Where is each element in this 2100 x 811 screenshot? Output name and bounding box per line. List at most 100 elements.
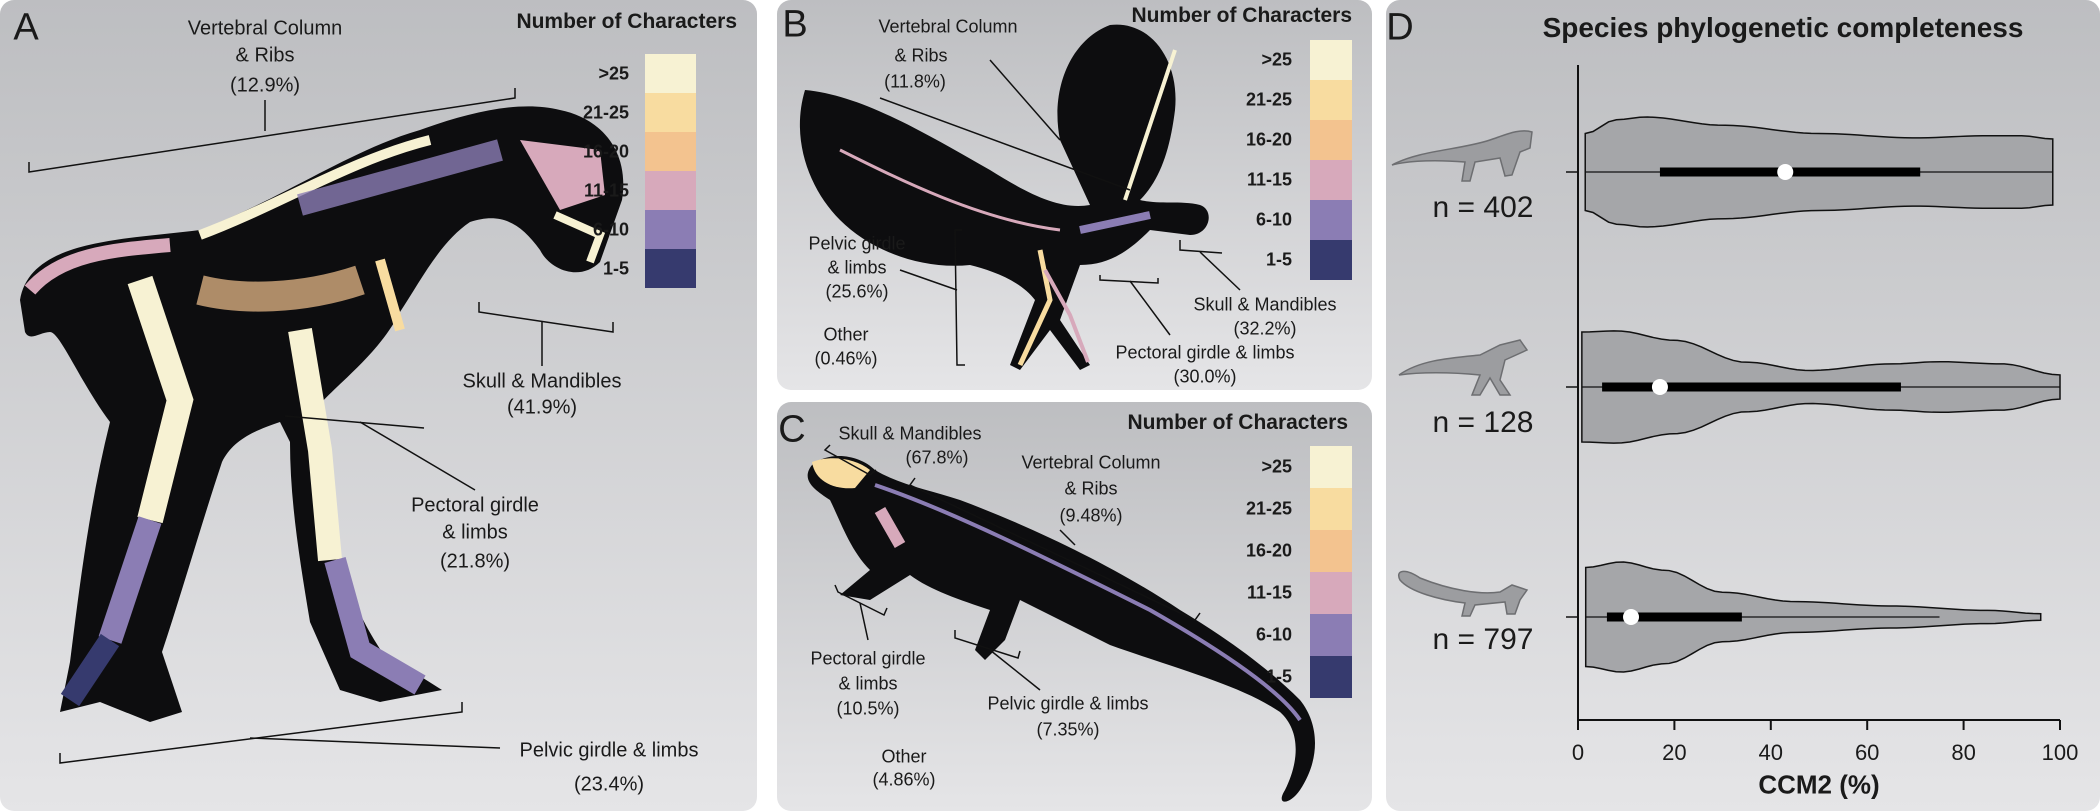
legend-swatch <box>645 132 696 171</box>
violin-chart <box>1566 65 2061 730</box>
legend-label: 21-25 <box>582 102 629 122</box>
panel-letter-c: C <box>778 408 806 451</box>
label-vertebral: & Ribs <box>1064 478 1118 499</box>
legend-swatch <box>1310 446 1352 488</box>
lizard-skeleton-illustration <box>807 455 1315 802</box>
legend-swatch <box>645 171 696 210</box>
legend-label: >25 <box>1261 456 1292 477</box>
legend-label: >25 <box>598 63 629 83</box>
legend-label: 21-25 <box>1245 89 1292 110</box>
x-axis-label: CCM2 (%) <box>1758 769 1880 800</box>
bird-skeleton-illustration <box>799 24 1209 371</box>
label-vertebral-pct: (11.8%) <box>884 71 946 92</box>
species-silhouettes <box>1391 130 1533 617</box>
label-skull: Skull & Mandibles <box>462 370 622 393</box>
legend-label: 21-25 <box>1245 498 1292 519</box>
legend-label: 16-20 <box>582 141 629 161</box>
label-pelvic: Pelvic girdle <box>808 233 906 254</box>
label-pectoral-pct: (10.5%) <box>836 698 900 719</box>
label-pectoral: Pectoral girdle <box>810 648 926 669</box>
label-other-pct: (0.46%) <box>814 348 878 369</box>
legend-label: 1-5 <box>1265 249 1292 270</box>
legend-swatch <box>1310 614 1352 656</box>
median-point <box>1777 164 1794 180</box>
label-vertebral-pct: (12.9%) <box>229 74 301 97</box>
legend-label: 1-5 <box>602 258 629 278</box>
trex-skeleton-illustration <box>20 106 624 722</box>
theropod-silhouette-icon <box>1391 130 1533 182</box>
legend-label: 6-10 <box>1255 209 1292 230</box>
label-pectoral: & limbs <box>442 521 508 544</box>
panel-b-leader-lines <box>879 59 1241 366</box>
legend-swatch <box>1310 572 1352 614</box>
x-tick-label: 0 <box>1571 740 1585 765</box>
label-pectoral-pct: (21.8%) <box>439 550 511 573</box>
n-label: n = 402 <box>1432 191 1534 224</box>
x-tick-label: 20 <box>1662 740 1687 765</box>
panel-c-leader-lines <box>823 444 1201 691</box>
x-tick-label: 80 <box>1951 740 1976 765</box>
dromaeosaur-silhouette-icon <box>1398 339 1529 396</box>
panel-letter-d: D <box>1386 6 1414 49</box>
legend-swatch <box>1310 488 1352 530</box>
legend-label: 11-15 <box>1246 169 1292 190</box>
label-pectoral-pct: (30.0%) <box>1173 366 1237 387</box>
label-vertebral: Vertebral Column <box>1021 452 1161 473</box>
label-other: Other <box>881 746 927 767</box>
label-pectoral: Pectoral girdle & limbs <box>1115 342 1295 363</box>
legend-label: >25 <box>1261 49 1292 70</box>
legend-swatch <box>1310 40 1352 80</box>
legend-label: 11-15 <box>1246 582 1292 603</box>
legend-swatch <box>645 93 696 132</box>
median-point <box>1651 379 1668 395</box>
label-pelvic-pct: (25.6%) <box>825 281 889 302</box>
label-skull-pct: (67.8%) <box>905 447 969 468</box>
legend-label: 1-5 <box>1265 666 1292 687</box>
legend-swatch <box>645 210 696 249</box>
label-pectoral: Pectoral girdle <box>411 494 539 517</box>
chart-title: Species phylogenetic completeness <box>1542 12 2024 43</box>
label-skull: Skull & Mandibles <box>838 423 982 444</box>
label-pectoral: & limbs <box>838 673 898 694</box>
legend-swatch <box>1310 530 1352 572</box>
legend-swatch <box>1310 120 1352 160</box>
label-pelvic: Pelvic girdle & limbs <box>987 693 1149 714</box>
legend-swatch <box>1310 240 1352 280</box>
legend-label: 16-20 <box>1245 129 1292 150</box>
legend-label: 6-10 <box>1255 624 1292 645</box>
legend-swatch <box>1310 200 1352 240</box>
label-vertebral: Vertebral Column <box>187 17 343 40</box>
n-label: n = 797 <box>1432 623 1534 656</box>
label-skull: Skull & Mandibles <box>1193 294 1337 315</box>
legend-swatch <box>1310 160 1352 200</box>
label-vertebral: & Ribs <box>235 44 295 67</box>
median-point <box>1623 609 1640 625</box>
legend-swatch <box>645 54 696 93</box>
legend-label: 16-20 <box>1245 540 1292 561</box>
label-skull-pct: (32.2%) <box>1233 318 1297 339</box>
label-pelvic-pct: (23.4%) <box>573 773 645 796</box>
label-pelvic: Pelvic girdle & limbs <box>519 739 699 762</box>
panel-letter-b: B <box>782 3 808 46</box>
label-pelvic: & limbs <box>827 257 887 278</box>
legend-label: 11-15 <box>583 180 629 200</box>
x-tick-label: 40 <box>1758 740 1784 765</box>
label-vertebral: & Ribs <box>894 45 948 66</box>
legend-swatch <box>1310 656 1352 698</box>
label-vertebral-pct: (9.48%) <box>1059 505 1123 526</box>
panel-letter-a: A <box>13 6 39 49</box>
legend-title: Number of Characters <box>1127 411 1348 434</box>
legend-label: 6-10 <box>592 219 629 239</box>
label-skull-pct: (41.9%) <box>506 396 578 419</box>
label-other: Other <box>823 324 869 345</box>
legend-swatch <box>1310 80 1352 120</box>
label-vertebral: Vertebral Column <box>878 16 1018 37</box>
panel-a-leader-lines <box>28 88 614 764</box>
x-tick-label: 60 <box>1854 740 1880 765</box>
lizard-silhouette-icon <box>1398 570 1529 617</box>
legend-title: Number of Characters <box>1131 4 1352 27</box>
legend-title: Number of Characters <box>516 10 737 33</box>
x-tick-label: 100 <box>2041 740 2079 765</box>
n-label: n = 128 <box>1432 406 1534 439</box>
